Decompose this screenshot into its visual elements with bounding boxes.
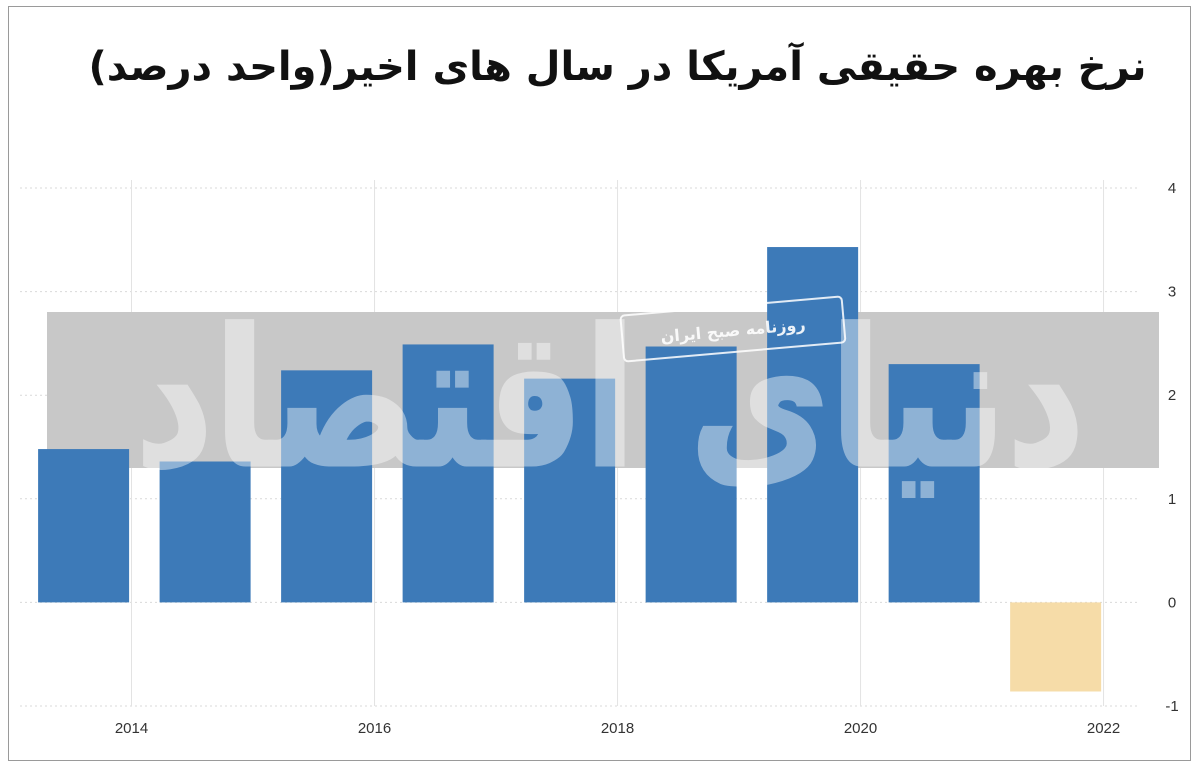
y-tick-label: 0 [1168,594,1176,611]
bar-5 [524,378,616,603]
tick-layer: -1 0 1 2 3 4 2014 2016 2018 2020 2022 [115,180,1179,737]
x-tick-label: 2022 [1087,720,1120,737]
bar-6 [645,346,737,603]
y-tick-label: 2 [1168,387,1176,404]
x-tick-label: 2020 [844,720,877,737]
chart-title: نرخ بهره حقیقی آمریکا در سال های اخیر(وا… [88,44,1147,90]
bar-3 [281,370,373,603]
bar-8 [888,364,980,603]
y-tick-label: 3 [1168,284,1176,301]
bar-1 [38,449,130,603]
x-tick-label: 2014 [115,720,148,737]
x-tick-label: 2018 [601,720,634,737]
bar-layer [38,247,1102,692]
bar-2 [159,461,251,603]
y-tick-label: 4 [1168,180,1176,197]
watermark-logo-text: دنیای اقتصاد [135,289,1085,510]
y-tick-label: -1 [1165,698,1178,715]
x-tick-label: 2016 [358,720,391,737]
bar-4 [402,344,494,603]
bar-9 [1010,602,1102,692]
y-tick-label: 1 [1168,491,1176,508]
